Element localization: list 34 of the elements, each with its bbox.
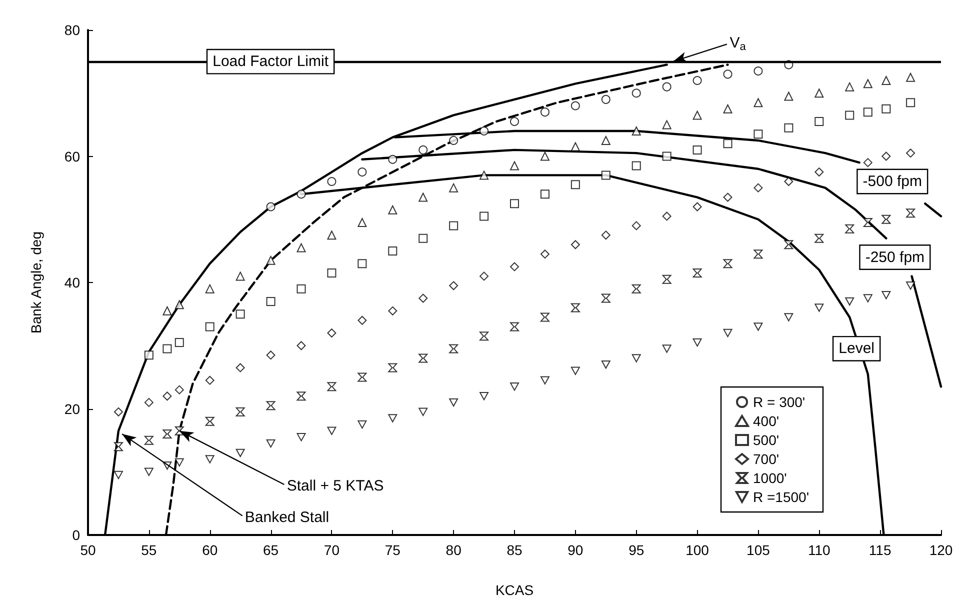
legend-label: 1000' xyxy=(753,470,787,486)
x-tick-label: 110 xyxy=(808,542,831,558)
y-axis-title: Bank Angle, deg xyxy=(28,232,44,334)
annotation: Stall + 5 KTAS xyxy=(286,477,384,494)
legend-label: R =1500' xyxy=(753,489,810,505)
annotation: -250 fpm xyxy=(865,248,925,266)
annotation: Load Factor Limit xyxy=(212,53,330,70)
x-tick-label: 80 xyxy=(446,542,462,558)
x-tick-label: 65 xyxy=(262,542,279,558)
y-tick-label: 80 xyxy=(64,22,80,38)
y-tick-label: 0 xyxy=(72,527,80,543)
annotation: -500 fpm xyxy=(862,173,922,190)
legend-label: R = 300' xyxy=(753,394,806,410)
x-tick-label: 95 xyxy=(628,542,644,558)
x-tick-label: 90 xyxy=(568,542,584,558)
legend-label: 700' xyxy=(753,451,780,467)
y-tick-label: 40 xyxy=(64,274,80,290)
x-tick-label: 100 xyxy=(686,542,710,558)
x-tick-label: 105 xyxy=(746,542,770,558)
annotation: Banked Stall xyxy=(244,508,330,526)
y-tick-label: 20 xyxy=(64,400,80,417)
x-tick-label: 75 xyxy=(384,542,401,558)
annotation: Level xyxy=(838,340,874,358)
x-axis-title: KCAS xyxy=(495,582,534,598)
legend-label: 500' xyxy=(753,432,780,448)
x-tick-label: 85 xyxy=(506,542,522,558)
x-tick-label: 55 xyxy=(141,542,157,558)
x-tick-label: 115 xyxy=(868,542,892,558)
x-tick-label: 70 xyxy=(324,542,340,558)
y-tick-label: 60 xyxy=(64,148,80,164)
x-tick-label: 50 xyxy=(80,542,96,558)
x-tick-label: 60 xyxy=(202,542,218,558)
x-tick-label: 120 xyxy=(929,542,953,558)
legend-label: 400' xyxy=(753,413,780,429)
